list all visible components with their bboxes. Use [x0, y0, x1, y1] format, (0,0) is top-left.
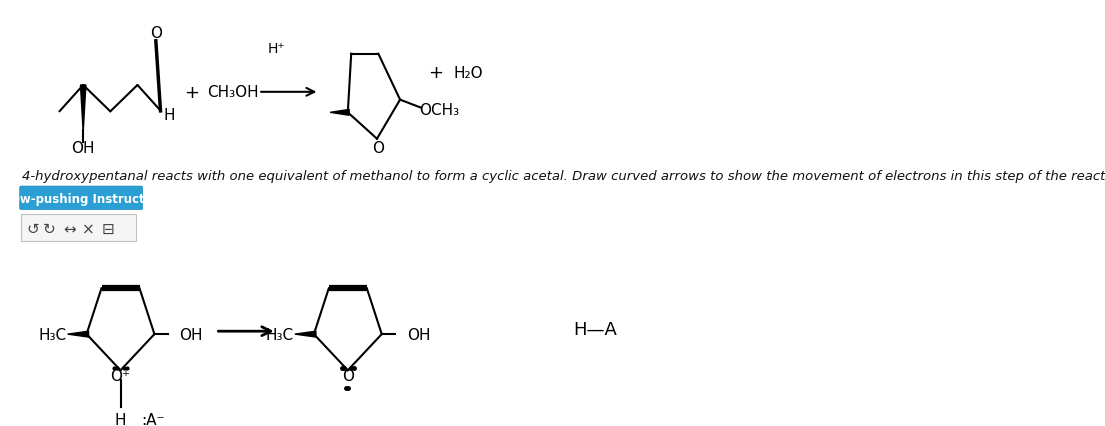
Text: +: +	[185, 83, 199, 101]
Bar	[21, 214, 136, 242]
Text: H: H	[115, 412, 126, 426]
Text: 4-hydroxypentanal reacts with one equivalent of methanol to form a cyclic acetal: 4-hydroxypentanal reacts with one equiva…	[22, 170, 1105, 183]
Text: ↔: ↔	[63, 222, 76, 236]
Text: O: O	[372, 141, 385, 155]
Text: ↻: ↻	[43, 222, 55, 236]
Polygon shape	[81, 86, 86, 132]
Text: ⊟: ⊟	[102, 222, 114, 236]
Text: OH: OH	[407, 327, 430, 342]
Text: H: H	[164, 107, 175, 123]
Polygon shape	[67, 331, 88, 337]
Polygon shape	[295, 331, 316, 337]
FancyBboxPatch shape	[20, 187, 143, 210]
Text: OH: OH	[72, 141, 95, 155]
Text: OCH₃: OCH₃	[420, 103, 460, 118]
Text: OH: OH	[179, 327, 203, 342]
Text: O: O	[150, 26, 161, 40]
Text: CH₃OH: CH₃OH	[207, 85, 259, 100]
Text: O⁺: O⁺	[110, 368, 130, 383]
Text: O: O	[341, 368, 354, 383]
Text: +: +	[429, 64, 443, 82]
Text: :A⁻: :A⁻	[141, 412, 165, 426]
Text: Arrow-pushing Instructions: Arrow-pushing Instructions	[0, 193, 171, 206]
Text: ×: ×	[82, 222, 95, 236]
Text: H⁺: H⁺	[267, 42, 285, 56]
Text: H—A: H—A	[573, 320, 618, 338]
Text: ↺: ↺	[27, 222, 40, 236]
Text: H₃C: H₃C	[38, 327, 66, 342]
Text: H₂O: H₂O	[454, 66, 483, 81]
Text: H₃C: H₃C	[265, 327, 294, 342]
Polygon shape	[330, 110, 349, 116]
